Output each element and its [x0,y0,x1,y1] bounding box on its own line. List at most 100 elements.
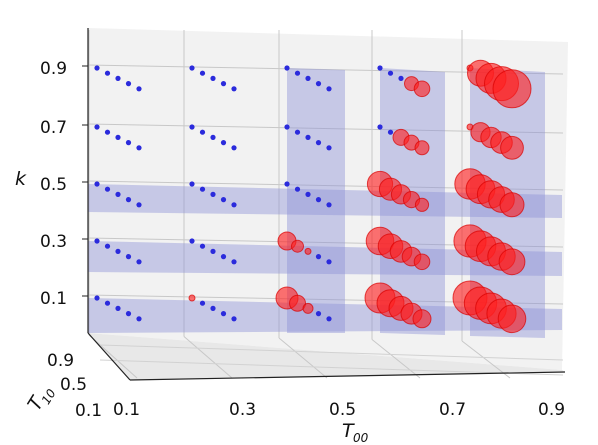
z-tick-label: 0.7 [40,118,67,138]
y-axis-line [87,332,131,381]
data-point-dot [326,259,332,265]
data-point-bubble [414,197,430,212]
z-tick-label: 0.5 [40,175,67,195]
data-point-dot [189,65,195,71]
data-point-dot [104,129,111,135]
data-point-bubble [498,248,526,276]
data-point-dot [387,70,394,76]
x-tick-label: 0.9 [538,400,565,420]
data-point-dot [136,145,142,151]
data-point-dot [115,75,121,81]
data-point-dot [294,129,301,135]
grid-line-floor [371,339,421,379]
data-point-dot [210,305,216,311]
axis-panes [88,28,568,380]
z-tick-label: 0.3 [40,232,67,252]
data-point-bubble [412,309,432,329]
grid-line-floor [461,340,511,379]
data-point-bubble [302,302,314,314]
data-point-bubble [188,294,196,302]
data-point-dot [231,316,237,322]
data-point-dot [377,65,383,71]
data-point-dot [220,254,227,260]
data-point-bubble [499,192,525,218]
data-point-dot [220,81,227,87]
data-point-bubble [492,69,532,109]
floor-pane [88,333,565,380]
data-point-dot [210,75,216,81]
data-point-dot [125,254,132,260]
x-axis-title: T [342,420,355,442]
data-point-dot [189,238,195,244]
data-point-dot [94,295,100,301]
data-point-bubble [289,294,306,312]
grid-line-floor [88,334,138,379]
data-point-dot [315,311,322,317]
data-point-dot [315,254,322,260]
data-point-dot [220,197,227,203]
data-point-bubble [413,253,431,271]
x-axis-line [129,371,566,381]
data-point-dot [199,300,206,306]
grid-line-floor-depth [99,344,564,361]
data-point-dot [326,202,332,208]
x-tick-label: 0.5 [329,400,356,420]
data-point-dot [210,248,216,254]
data-point-dot [136,316,142,322]
data-point-dot [115,191,121,197]
data-point-dot [305,75,311,81]
z-tick-label: 0.1 [40,289,67,309]
data-point-dot [231,259,237,265]
grid-line-floor-depth [99,359,564,376]
data-point-dot [284,124,290,130]
data-point-dot [387,129,394,135]
highlight-plane [88,298,562,333]
highlight-plane [287,68,345,333]
data-point-dot [125,140,132,146]
highlight-plane [88,241,562,276]
data-point-dot [94,238,100,244]
data-point-bubble [500,135,524,160]
data-point-dot [189,181,195,187]
data-point-dot [326,145,332,151]
data-point-dot [104,243,111,249]
data-point-dot [125,311,132,317]
data-point-dot [294,186,301,192]
data-point-dot [377,124,383,130]
z-axis-title: k [15,168,27,190]
data-point-dot [136,259,142,265]
y-tick-label: 0.1 [75,401,102,421]
x-tick-label: 0.7 [439,400,466,420]
data-point-dot [136,86,142,92]
data-point-dot [115,134,121,140]
data-point-dot [315,197,322,203]
data-point-bubble [413,80,431,98]
grid-line-floor [183,336,233,379]
data-point-dot [398,75,404,81]
data-point-bubble [291,239,304,253]
data-point-bubble [414,140,430,156]
data-point-dot [199,70,206,76]
data-point-dot [210,134,216,140]
data-point-dot [104,70,111,76]
axis-labels: k T 00 T 10 0.10.30.50.70.90.1 0.3 0.5 0.7 0… [15,59,565,445]
data-point-dot [94,124,100,130]
data-points [94,59,532,334]
back-pane [88,28,568,370]
data-point-dot [315,81,322,87]
data-point-dot [94,65,100,71]
highlight-plane [88,184,562,218]
data-point-dot [199,186,206,192]
data-point-dot [326,316,332,322]
x-axis-title-subscript: 00 [353,431,369,445]
data-point-dot [199,129,206,135]
data-point-dot [115,248,121,254]
x-tick-label: 0.3 [229,400,256,420]
x-tick-label: 0.1 [113,400,140,420]
axis-lines [82,28,566,381]
z-tick-label: 0.9 [40,59,67,79]
data-point-dot [220,311,227,317]
data-point-bubble [304,247,312,255]
data-point-bubble [497,304,527,334]
